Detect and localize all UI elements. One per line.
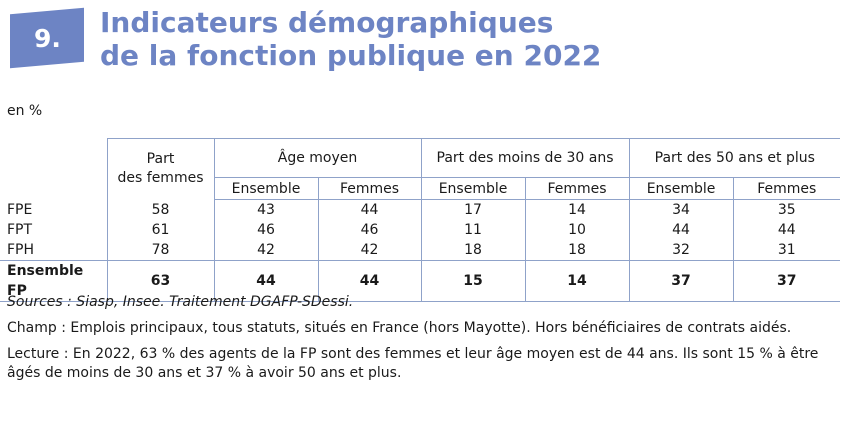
cell-value: 42 bbox=[213, 240, 318, 261]
cell-value: 44 bbox=[732, 220, 841, 240]
cell-value: 10 bbox=[524, 220, 630, 240]
header-sub-femmes: Femmes bbox=[317, 177, 422, 200]
cell-value: 17 bbox=[420, 199, 526, 220]
header-row-groups: Part des femmes Âge moyen Part des moins… bbox=[0, 138, 841, 200]
cell-value: 61 bbox=[106, 220, 214, 240]
row-label: Ensemble FP bbox=[0, 260, 107, 302]
cell-value: 44 bbox=[317, 199, 422, 220]
lecture-note: Lecture : En 2022, 63 % des agents de la… bbox=[7, 346, 819, 381]
title-line-2: de la fonction publique en 2022 bbox=[100, 39, 602, 72]
figure-number-badge: 9. bbox=[10, 7, 84, 69]
cell-value: 18 bbox=[524, 240, 630, 261]
cell-value: 14 bbox=[524, 260, 630, 302]
notes: Sources : Siasp, Insee. Traitement DGAFP… bbox=[7, 293, 843, 390]
cell-value: 18 bbox=[420, 240, 526, 261]
header-part-femmes-line1: Part bbox=[146, 151, 175, 168]
header-group-moins-30: Part des moins de 30 ans bbox=[420, 138, 630, 178]
demographics-table-container: Part des femmes Âge moyen Part des moins… bbox=[0, 138, 841, 302]
header-sub-ensemble: Ensemble bbox=[420, 177, 526, 200]
header-group-50-plus: Part des 50 ans et plus bbox=[628, 138, 841, 178]
cell-value: 58 bbox=[106, 199, 214, 220]
row-label: FPT bbox=[7, 222, 33, 238]
table-total-row: Ensemble FP 63 44 44 15 14 37 37 bbox=[0, 260, 841, 302]
title-line-1: Indicateurs démographiques bbox=[100, 6, 554, 39]
cell-value: 35 bbox=[732, 199, 841, 220]
cell-value: 63 bbox=[106, 260, 214, 302]
row-label: FPH bbox=[7, 242, 35, 258]
cell-value: 46 bbox=[317, 220, 422, 240]
cell-value: 78 bbox=[106, 240, 214, 261]
cell-value: 42 bbox=[317, 240, 422, 261]
header-row-sub: Ensemble Femmes Ensemble Femmes Ensemble… bbox=[0, 177, 841, 200]
sources-note: Sources : Siasp, Insee. Traitement DGAFP… bbox=[7, 294, 354, 310]
header-group-age-moyen: Âge moyen bbox=[213, 138, 422, 178]
table-row: FPE 58 43 44 17 14 34 35 bbox=[0, 199, 841, 220]
cell-value: 11 bbox=[420, 220, 526, 240]
table-row: FPH 78 42 42 18 18 32 31 bbox=[0, 240, 841, 261]
figure-number: 9. bbox=[33, 23, 61, 53]
cell-value: 44 bbox=[317, 260, 422, 302]
page-title: Indicateurs démographiques de la fonctio… bbox=[100, 6, 601, 72]
cell-value: 14 bbox=[524, 199, 630, 220]
table-row: FPT 61 46 46 11 10 44 44 bbox=[0, 220, 841, 240]
header-corner bbox=[0, 139, 107, 200]
header-sub-femmes: Femmes bbox=[732, 177, 841, 200]
cell-value: 37 bbox=[628, 260, 734, 302]
unit-label: en % bbox=[7, 103, 43, 119]
header-part-femmes: Part des femmes bbox=[106, 138, 214, 200]
cell-value: 37 bbox=[732, 260, 841, 302]
cell-value: 34 bbox=[628, 199, 734, 220]
cell-value: 15 bbox=[420, 260, 526, 302]
cell-value: 43 bbox=[213, 199, 318, 220]
header-sub-ensemble: Ensemble bbox=[628, 177, 734, 200]
demographics-table: Part des femmes Âge moyen Part des moins… bbox=[0, 138, 841, 302]
header-sub-ensemble: Ensemble bbox=[213, 177, 318, 200]
cell-value: 32 bbox=[628, 240, 734, 261]
row-label: FPE bbox=[7, 201, 33, 218]
cell-value: 46 bbox=[213, 220, 318, 240]
cell-value: 44 bbox=[628, 220, 734, 240]
cell-value: 44 bbox=[213, 260, 318, 302]
header-part-femmes-line2: des femmes bbox=[117, 170, 204, 187]
champ-note: Champ : Emplois principaux, tous statuts… bbox=[7, 320, 792, 336]
cell-value: 31 bbox=[732, 240, 841, 261]
header-sub-femmes: Femmes bbox=[524, 177, 630, 200]
